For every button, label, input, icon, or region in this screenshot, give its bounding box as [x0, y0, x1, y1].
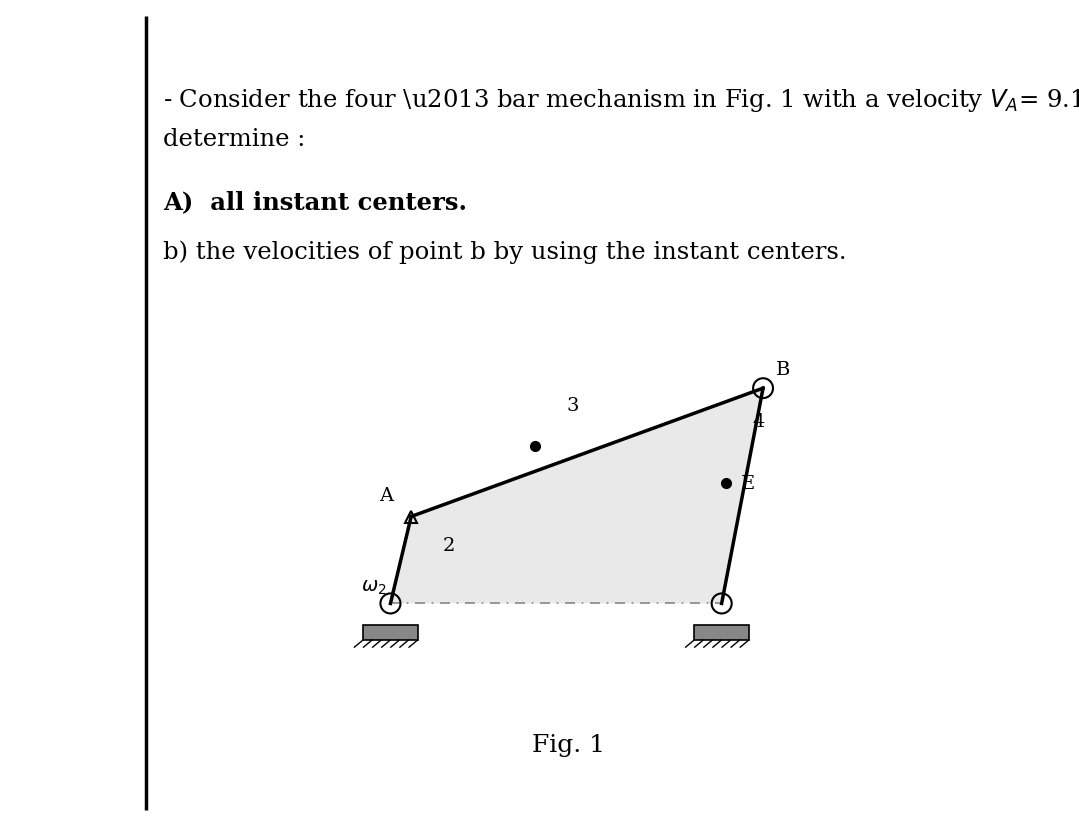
Polygon shape — [391, 389, 763, 604]
Text: 3: 3 — [566, 396, 578, 414]
Text: E: E — [740, 475, 755, 493]
Text: Fig. 1: Fig. 1 — [532, 733, 605, 756]
Text: b) the velocities of point b by using the instant centers.: b) the velocities of point b by using th… — [163, 240, 846, 263]
Text: 2: 2 — [442, 537, 454, 555]
Text: B: B — [776, 361, 790, 379]
Text: A: A — [379, 486, 393, 504]
Text: A)  all instant centers.: A) all instant centers. — [163, 190, 467, 214]
Text: $\omega_2$: $\omega_2$ — [361, 578, 386, 596]
Text: - Consider the four \u2013 bar mechanism in Fig. 1 with a velocity $V_A$= 9.14 m: - Consider the four \u2013 bar mechanism… — [163, 87, 1079, 114]
Bar — [694, 625, 749, 640]
Text: 4: 4 — [753, 413, 765, 431]
Text: determine :: determine : — [163, 128, 305, 151]
Bar — [364, 625, 418, 640]
